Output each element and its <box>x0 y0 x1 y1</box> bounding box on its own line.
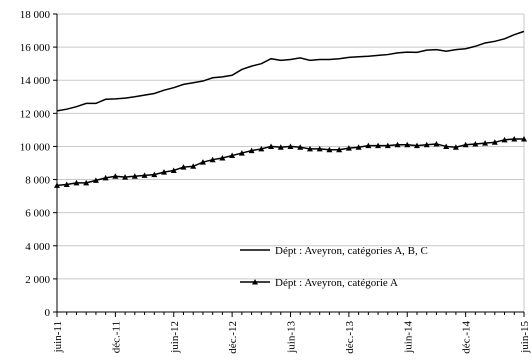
data-point-triangle <box>73 179 80 186</box>
data-point-triangle <box>92 177 99 183</box>
data-point-triangle <box>180 164 187 170</box>
data-point-triangle <box>316 145 323 152</box>
data-point-triangle <box>287 143 294 149</box>
data-point-triangle <box>433 140 440 147</box>
data-point-triangle <box>170 167 177 173</box>
data-point-triangle <box>404 141 411 148</box>
x-tick-label: juin-11 <box>52 321 64 353</box>
legend-label-a: Dépt : Aveyron, catégorie A <box>275 277 398 289</box>
y-tick-label: 6 000 <box>25 208 50 220</box>
data-point-triangle <box>258 145 265 152</box>
data-point-triangle <box>83 179 90 186</box>
data-point-triangle <box>229 152 236 159</box>
data-point-triangle <box>336 146 343 153</box>
y-tick-label: 14 000 <box>20 75 51 87</box>
data-point-triangle <box>345 145 352 151</box>
data-point-triangle <box>365 142 372 149</box>
data-point-triangle <box>394 141 401 148</box>
legend-label-abc: Dépt : Aveyron, catégories A, B, C <box>275 245 428 257</box>
legend: Dépt : Aveyron, catégories A, B, C Dépt … <box>240 245 428 289</box>
y-tick-label: 8 000 <box>25 175 50 187</box>
data-point-triangle <box>248 147 255 154</box>
data-point-triangle <box>131 173 138 179</box>
data-point-triangle <box>375 142 382 149</box>
y-tick-label: 2 000 <box>25 274 50 286</box>
data-point-triangle <box>122 174 129 180</box>
x-tick-label: déc.-13 <box>344 321 356 354</box>
data-point-triangle <box>209 156 216 163</box>
y-tick-label: 12 000 <box>20 108 51 120</box>
x-tick-label: déc.-14 <box>461 321 473 354</box>
data-point-triangle <box>423 141 430 148</box>
data-point-triangle <box>151 171 158 178</box>
x-tick-label: juin-14 <box>402 321 414 354</box>
series-lines <box>54 30 527 188</box>
x-tick-label: déc.-12 <box>227 321 239 354</box>
data-point-triangle <box>190 163 197 169</box>
x-tick-label: déc.-11 <box>110 321 122 353</box>
data-point-triangle <box>501 136 508 143</box>
data-point-triangle <box>268 143 275 149</box>
data-point-triangle <box>413 142 420 149</box>
data-point-triangle <box>491 139 498 145</box>
y-tick-label: 16 000 <box>20 42 51 54</box>
data-point-triangle <box>355 144 362 150</box>
data-point-triangle <box>102 174 109 181</box>
data-point-triangle <box>161 169 168 175</box>
data-point-triangle <box>297 144 304 150</box>
data-point-triangle <box>462 141 469 148</box>
x-tick-label: juin-12 <box>169 321 181 354</box>
data-point-triangle <box>482 140 489 146</box>
legend-marker-triangle-icon <box>252 279 258 285</box>
data-point-triangle <box>199 159 206 165</box>
x-tick-label: juin-13 <box>286 321 298 354</box>
data-point-triangle <box>238 150 245 156</box>
data-point-triangle <box>384 142 391 149</box>
data-point-triangle <box>63 181 70 188</box>
data-point-triangle <box>326 146 333 153</box>
y-tick-label: 4 000 <box>25 241 50 253</box>
data-point-triangle <box>54 182 60 188</box>
data-point-triangle <box>472 140 479 147</box>
data-point-triangle <box>306 145 313 152</box>
y-axis-tick-labels: 0 2 000 4 000 6 000 8 000 10 000 12 000 14 000 1… <box>20 9 57 319</box>
data-point-triangle <box>511 135 518 142</box>
series-line-1 <box>56 30 525 112</box>
data-point-triangle <box>521 135 527 142</box>
x-tick-label: juin-15 <box>519 321 531 354</box>
x-axis-tick-labels: juin-11 déc.-11 juin-12 déc.-12 juin-13 déc.-… <box>52 312 531 354</box>
y-tick-label: 0 <box>45 307 51 319</box>
data-point-triangle <box>443 143 450 149</box>
data-point-triangle <box>112 173 119 179</box>
plot-area <box>57 14 524 312</box>
y-tick-label: 10 000 <box>20 141 51 153</box>
data-point-triangle <box>219 155 226 161</box>
data-point-triangle <box>452 144 459 150</box>
y-tick-label: 18 000 <box>20 9 51 21</box>
data-point-triangle <box>141 172 148 178</box>
data-point-triangle <box>277 144 284 150</box>
